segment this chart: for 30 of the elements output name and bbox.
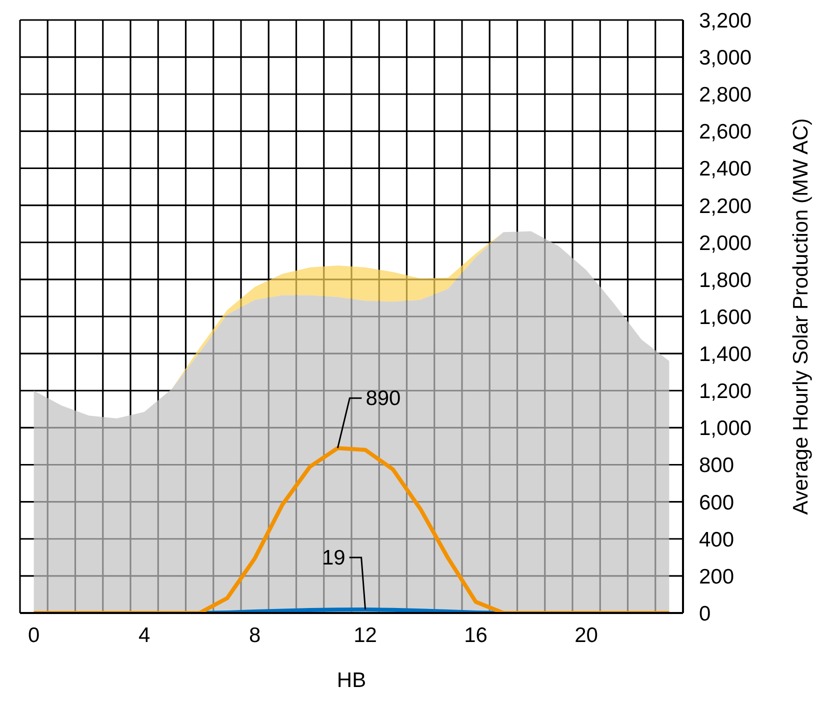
x-tick-label: 8	[248, 624, 261, 647]
y-tick-label: 200	[699, 565, 734, 588]
x-tick-label: 16	[464, 624, 488, 647]
annotation: 890	[366, 387, 401, 410]
callout: 19	[322, 546, 366, 610]
y-tick-label: 2,200	[699, 194, 752, 218]
x-tick-label: 12	[354, 624, 377, 647]
y-tick-label: 1,800	[699, 268, 752, 292]
y-tick-label: 0	[699, 602, 711, 626]
x-axis-title: HB	[336, 669, 366, 692]
y-tick-label: 2,600	[699, 120, 752, 144]
y-tick-label: 800	[699, 454, 734, 478]
x-tick-label: 4	[138, 624, 150, 647]
y-tick-label: 1,200	[699, 380, 752, 404]
x-tick-label: 0	[28, 624, 40, 647]
line-series	[32, 446, 672, 613]
callout: 890	[336, 387, 401, 448]
y-tick-label: 1,600	[699, 306, 752, 329]
y-tick-label: 600	[699, 491, 734, 514]
x-tick-label: 20	[574, 624, 598, 647]
y-tick-label: 1,000	[699, 417, 752, 440]
y-tick-label: 400	[699, 528, 734, 552]
y-tick-label: 1,400	[699, 343, 752, 366]
y-tick-label: 2,000	[699, 232, 752, 255]
y-axis-title: Average Hourly Solar Production (MW AC)	[789, 118, 812, 515]
annotation: 19	[322, 546, 346, 570]
y-tick-label: 2,800	[699, 84, 752, 107]
y-tick-label: 3,000	[699, 46, 752, 70]
y-tick-label: 3,200	[699, 9, 752, 32]
y-tick-label: 2,400	[699, 158, 752, 181]
